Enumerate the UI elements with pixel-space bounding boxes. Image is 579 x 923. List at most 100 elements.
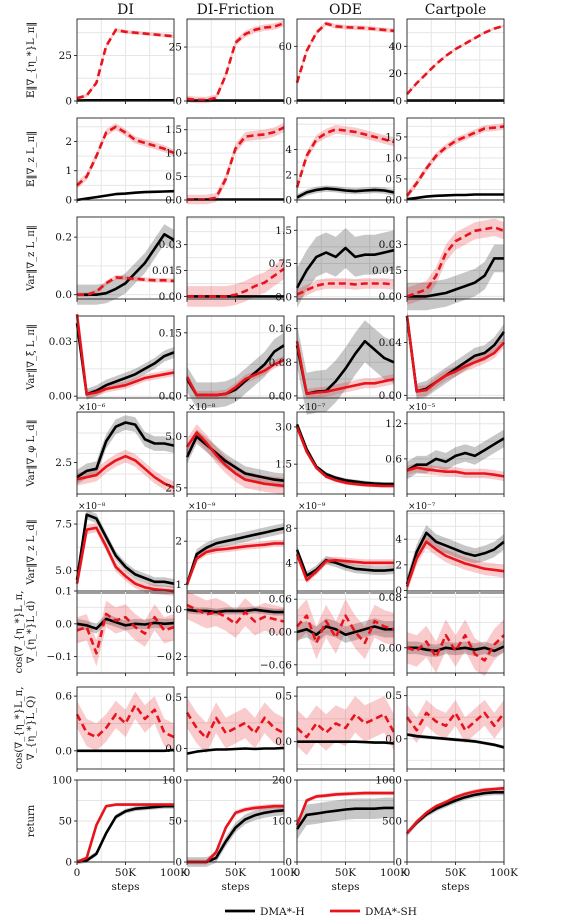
y-tick-label: 2.5	[55, 457, 72, 469]
y-tick-label: 1.2	[385, 418, 402, 430]
y-tick-label: 4	[395, 534, 402, 546]
y-tick-label: −0.1	[47, 651, 73, 663]
series-line-dma-sh	[185, 711, 285, 740]
y-tick-label: 100	[52, 775, 72, 787]
row-label-line: ∇_{η_*}L_Q)	[26, 696, 37, 761]
y-tick-label: 0.015	[372, 265, 402, 277]
series-line-dma-h	[77, 748, 175, 753]
axis-multiplier: ×10⁻⁵	[408, 403, 436, 413]
legend-label: DMA*-H	[260, 906, 305, 918]
series-line-dma-sh	[405, 315, 505, 393]
series-line-dma-sh	[76, 454, 175, 489]
panel: 0.6 1.2 ×10⁻⁵	[385, 403, 505, 497]
panel: −0.2 0.0	[157, 590, 285, 676]
panel: 0.00 0.03	[49, 310, 175, 403]
y-tick-label: 0.00	[379, 291, 402, 303]
y-tick-label: 0.015	[152, 265, 182, 277]
axis-multiplier: ×10⁻⁷	[298, 403, 326, 413]
y-tick-label: 1	[65, 165, 72, 177]
y-tick-label: 1	[175, 579, 182, 591]
y-tick-label: 5.0	[55, 565, 72, 577]
series-line-dma-sh	[185, 359, 285, 397]
series-line-dma-sh	[76, 125, 175, 187]
y-tick-label: 100	[162, 775, 182, 787]
y-tick-label: −0.2	[157, 651, 183, 663]
x-axis-label: steps	[112, 881, 140, 893]
series-line-dma-h	[76, 189, 175, 202]
y-tick-label: 0.0	[385, 195, 402, 207]
y-tick-label: 100	[272, 816, 292, 828]
axis-multiplier: ×10⁻⁸	[78, 502, 106, 512]
row-label: return	[26, 804, 37, 837]
panel: 0.0 0.75 1.5	[269, 216, 395, 308]
row-label: 𝔼‖∇_z L_π‖	[26, 131, 37, 187]
series-line-dma-h	[407, 257, 504, 298]
y-tick-label: 0	[285, 857, 292, 869]
y-tick-label: 0.03	[49, 336, 72, 348]
axis-multiplier: ×10⁻⁷	[408, 502, 436, 512]
panel: 2.5 5.0 ×10⁻⁸	[165, 403, 285, 497]
series-line-dma-h	[406, 193, 504, 201]
y-tick-label: 0	[285, 96, 292, 108]
y-tick-label: 0.0	[165, 604, 182, 616]
y-tick-label: 0.0	[55, 745, 72, 757]
y-tick-label: 0.00	[159, 291, 182, 303]
series-line-dma-h	[295, 549, 395, 577]
series-line-dma-sh	[405, 125, 505, 197]
series-line-dma-h	[77, 233, 175, 296]
y-tick-label: 200	[272, 775, 292, 787]
series-band-dma-sh	[407, 699, 504, 744]
y-tick-label: 0	[395, 96, 402, 108]
y-tick-label: 0.16	[269, 323, 293, 335]
row-label: cos(∇_{η_*}L_π, ∇_{η_*}L_d)	[14, 591, 37, 674]
y-tick-label: 25	[169, 42, 182, 54]
y-tick-label: 0	[65, 857, 72, 869]
y-tick-label: 0.03	[159, 239, 182, 251]
x-tick-label: 0	[294, 867, 301, 879]
y-tick-label: 0.2	[55, 232, 72, 244]
series-line-dma-sh	[75, 526, 175, 593]
y-tick-label: 0.5	[165, 171, 182, 183]
series-band-dma-h	[187, 429, 284, 488]
y-tick-label: 0.00	[49, 391, 72, 403]
y-tick-label: 20	[389, 68, 402, 80]
series-line-dma-h	[185, 435, 285, 482]
x-tick-label: 50K	[225, 867, 246, 879]
series-band-dma-h	[407, 525, 504, 592]
y-tick-label: 1.5	[385, 131, 402, 143]
panel: 0.00 0.015 0.03	[152, 216, 285, 307]
row-label: 𝔼‖∇_{η_*}L_π‖	[26, 22, 37, 99]
series-line-dma-h	[76, 421, 175, 479]
row-label-line: Var‖∇_z L_π‖	[26, 225, 37, 292]
y-tick-label: 50	[59, 816, 72, 828]
series-line-dma-h	[297, 740, 395, 745]
series-line-dma-h	[76, 804, 174, 864]
series-line-dma-sh	[75, 314, 175, 396]
series-line-dma-h	[296, 187, 395, 199]
legend-label: DMA*-SH	[365, 906, 417, 918]
panel: 0.00 0.15	[159, 315, 285, 408]
panel: 0 2 4	[285, 117, 395, 207]
series-line-dma-sh	[406, 226, 505, 298]
panel: 0 50 100 0 50K 100K steps	[162, 775, 298, 894]
axis-multiplier: ×10⁻⁹	[188, 502, 216, 512]
x-axis-label: steps	[222, 881, 250, 893]
y-tick-label: 40	[389, 41, 402, 53]
y-tick-label: 2	[395, 559, 402, 571]
series-line-dma-h	[295, 246, 395, 289]
y-tick-label: 1.5	[165, 124, 182, 136]
legend: DMA*-H DMA*-SH	[225, 906, 417, 918]
y-tick-label: 0	[175, 96, 182, 108]
panel: 0 1 2	[65, 117, 175, 207]
x-tick-label: 0	[404, 867, 411, 879]
panel: 1 2 ×10⁻⁹	[175, 502, 285, 596]
series-line-dma-sh	[76, 28, 175, 100]
y-tick-label: 1.5	[275, 225, 292, 237]
y-tick-label: 1.0	[165, 148, 182, 160]
y-tick-label: 8	[285, 523, 292, 535]
series-line-dma-sh	[295, 426, 394, 488]
y-tick-label: 0.03	[379, 239, 402, 251]
panel: 0.0 0.5 1.0 1.5	[385, 117, 505, 207]
panel: 0 20 40	[389, 18, 505, 108]
y-tick-label: 25	[59, 50, 72, 62]
